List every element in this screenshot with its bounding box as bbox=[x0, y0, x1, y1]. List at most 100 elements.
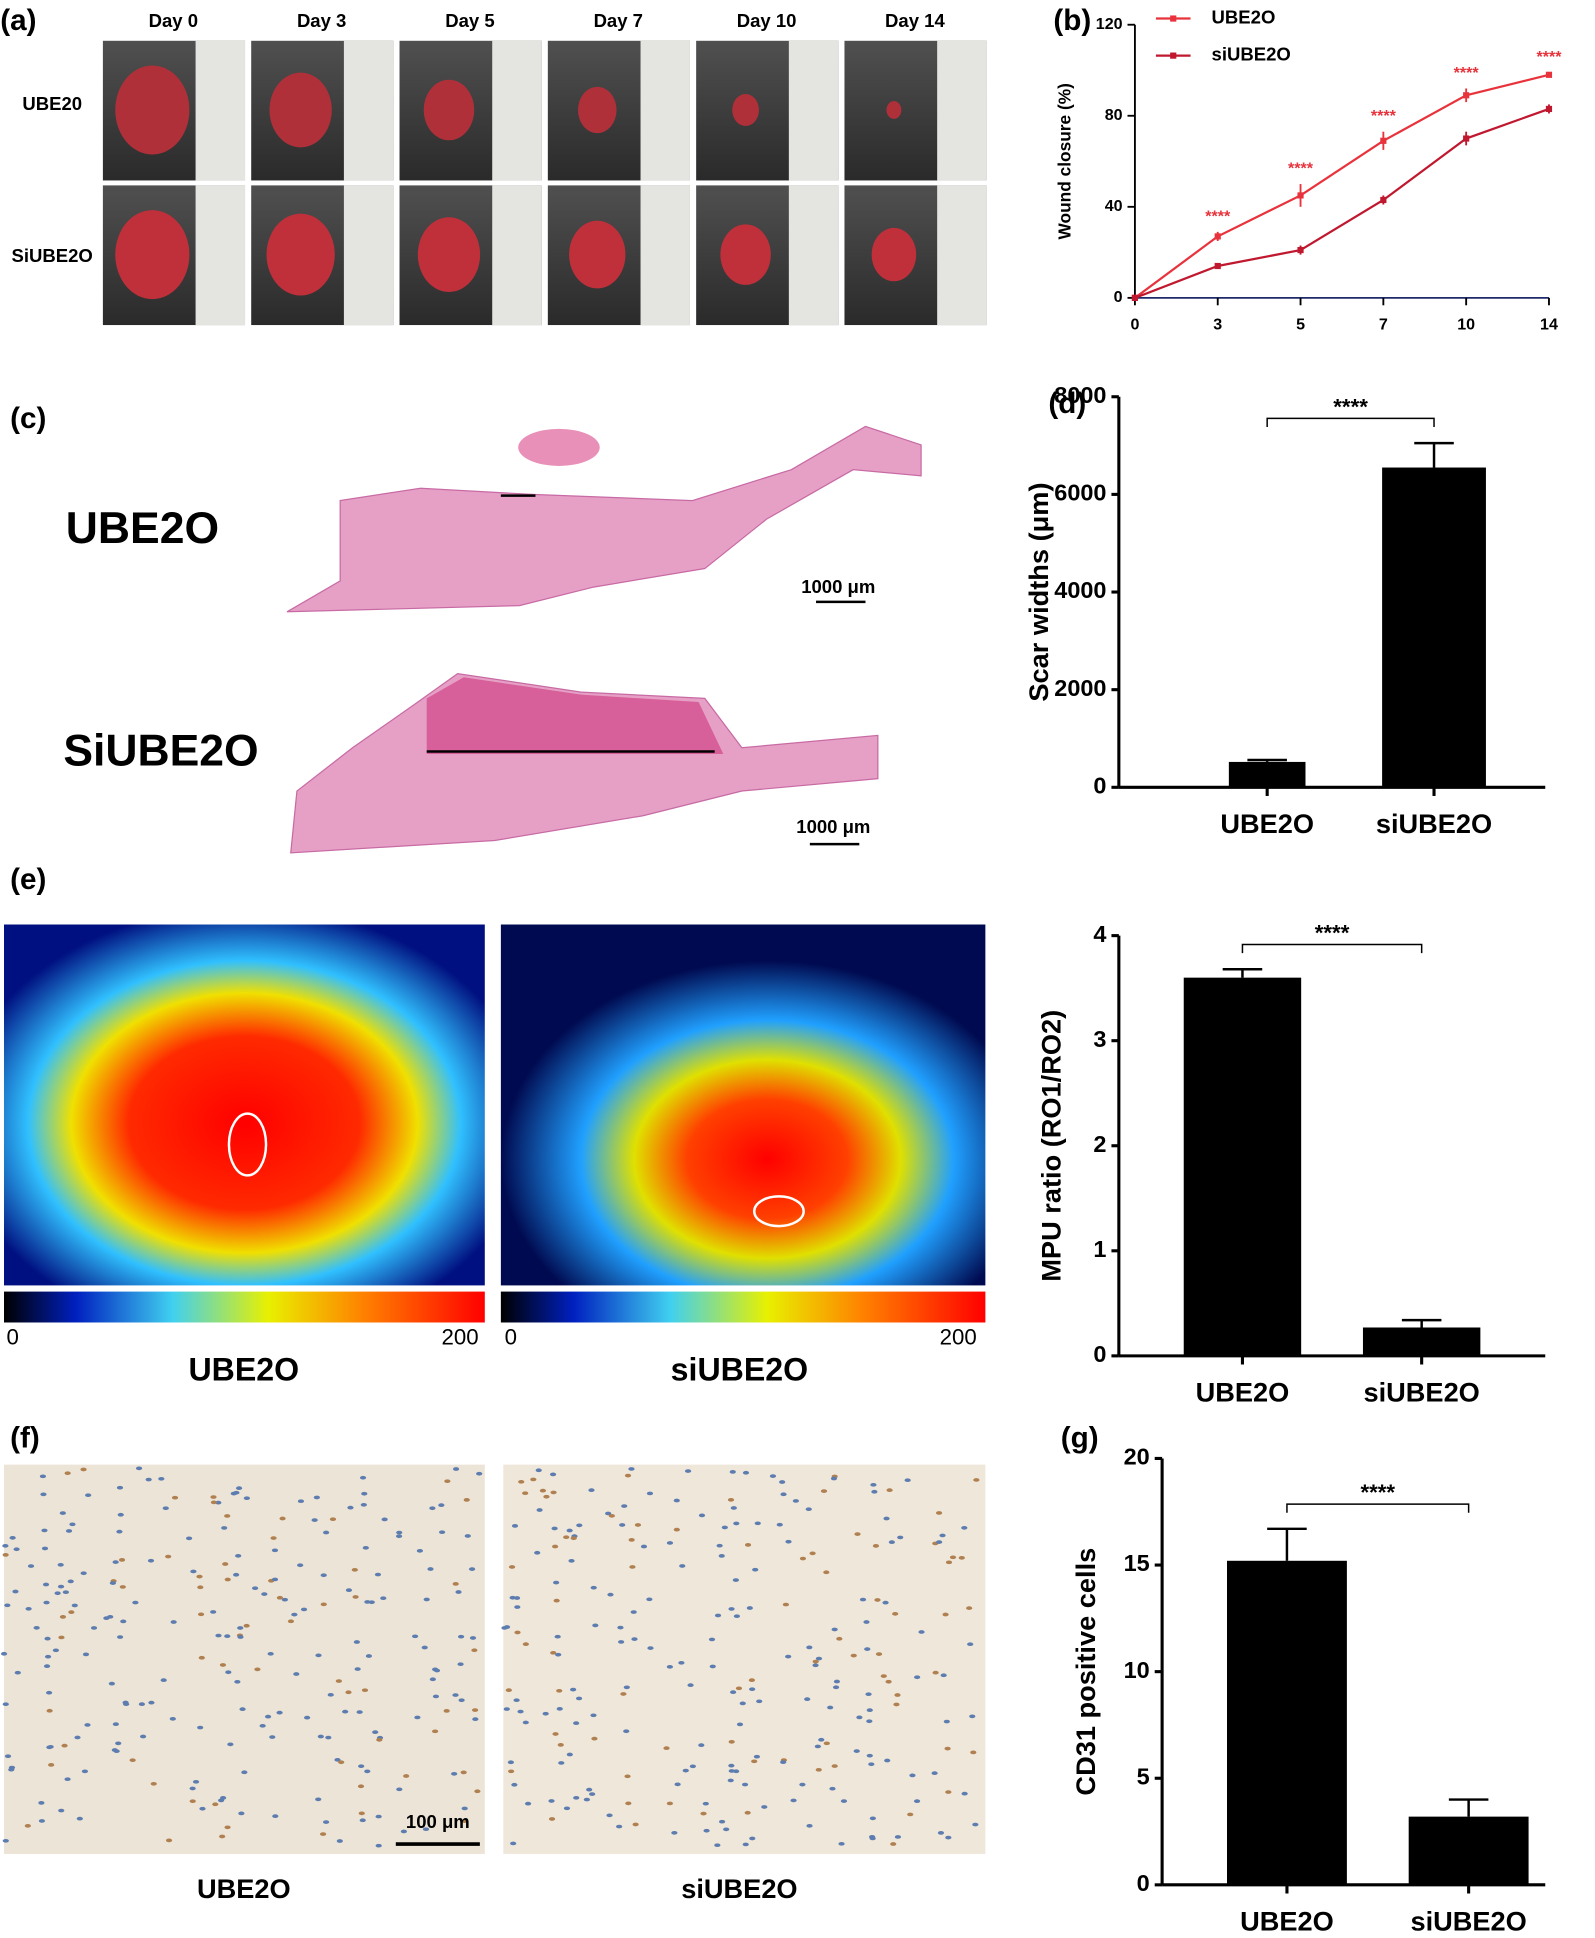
nucleus bbox=[566, 1752, 573, 1757]
nucleus bbox=[854, 1532, 861, 1536]
nucleus bbox=[827, 1705, 834, 1710]
nucleus bbox=[935, 1511, 943, 1515]
nucleus bbox=[199, 1806, 206, 1811]
nucleus bbox=[511, 1782, 518, 1787]
roi bbox=[753, 1195, 805, 1228]
nucleus bbox=[464, 1534, 471, 1538]
nucleus bbox=[259, 1723, 266, 1728]
nucleus bbox=[586, 1787, 593, 1792]
nucleus bbox=[625, 1801, 632, 1806]
nucleus bbox=[742, 1470, 750, 1475]
significance-label: **** bbox=[1315, 921, 1350, 946]
y-tick-label: 40 bbox=[1105, 197, 1123, 215]
nucleus bbox=[748, 1678, 755, 1683]
nucleus bbox=[429, 1506, 436, 1511]
nucleus bbox=[335, 1679, 342, 1683]
nucleus bbox=[123, 1702, 130, 1707]
nucleus bbox=[455, 1590, 462, 1594]
nucleus bbox=[554, 1634, 561, 1639]
nucleus bbox=[588, 1488, 595, 1493]
nucleus bbox=[756, 1699, 763, 1704]
nucleus bbox=[866, 1719, 873, 1724]
nucleus bbox=[9, 1536, 16, 1540]
nucleus bbox=[129, 1758, 136, 1763]
nucleus bbox=[539, 1488, 547, 1493]
wound bbox=[266, 213, 335, 296]
nucleus bbox=[624, 1473, 632, 1478]
nucleus bbox=[197, 1725, 204, 1730]
nucleus bbox=[58, 1635, 65, 1640]
nucleus bbox=[239, 1707, 246, 1712]
nucleus bbox=[44, 1636, 51, 1641]
nucleus bbox=[148, 1700, 155, 1705]
nucleus bbox=[623, 1729, 630, 1734]
nucleus bbox=[297, 1563, 304, 1568]
nucleus bbox=[364, 1600, 371, 1604]
nucleus bbox=[165, 1838, 173, 1843]
wound bbox=[886, 101, 902, 119]
nucleus bbox=[551, 1526, 558, 1531]
caption: UBE2O bbox=[197, 1873, 291, 1904]
nucleus bbox=[461, 1819, 468, 1824]
nucleus bbox=[548, 1817, 556, 1821]
nucleus bbox=[381, 1517, 388, 1522]
nucleus bbox=[461, 1806, 468, 1811]
nucleus bbox=[621, 1504, 628, 1508]
nucleus bbox=[514, 1630, 521, 1635]
nucleus bbox=[8, 1767, 15, 1772]
nucleus bbox=[220, 1796, 227, 1800]
nucleus bbox=[812, 1659, 819, 1664]
nucleus bbox=[46, 1708, 53, 1713]
nucleus bbox=[943, 1719, 950, 1724]
nucleus bbox=[909, 1773, 916, 1778]
nucleus bbox=[524, 1801, 532, 1806]
ruler bbox=[937, 40, 987, 181]
nucleus bbox=[432, 1694, 440, 1699]
x-tick-label: siUBE2O bbox=[1410, 1905, 1526, 1936]
nucleus bbox=[291, 1612, 298, 1617]
wound bbox=[577, 86, 617, 134]
nucleus bbox=[573, 1795, 580, 1800]
nucleus bbox=[679, 1564, 686, 1568]
nucleus bbox=[414, 1715, 421, 1720]
nucleus bbox=[883, 1516, 890, 1521]
wound bbox=[871, 227, 917, 282]
nucleus bbox=[967, 1642, 974, 1647]
nucleus bbox=[243, 1623, 250, 1628]
nucleus bbox=[753, 1754, 761, 1759]
point bbox=[1463, 135, 1470, 142]
nucleus bbox=[57, 1584, 65, 1589]
nucleus bbox=[729, 1470, 736, 1474]
day-label: Day 10 bbox=[737, 10, 797, 31]
day-label: Day 14 bbox=[885, 10, 945, 31]
nucleus bbox=[421, 1645, 428, 1650]
nucleus bbox=[823, 1570, 830, 1575]
nucleus bbox=[46, 1690, 53, 1695]
nucleus bbox=[945, 1560, 953, 1565]
colorbar bbox=[500, 1291, 986, 1323]
series-line bbox=[1134, 73, 1550, 299]
bar bbox=[1362, 1327, 1481, 1356]
nucleus bbox=[40, 1492, 47, 1497]
nucleus bbox=[590, 1713, 597, 1718]
wound bbox=[732, 93, 759, 127]
nucleus bbox=[727, 1778, 734, 1783]
nucleus bbox=[375, 1843, 382, 1848]
nucleus bbox=[553, 1580, 560, 1585]
colorbar-label: 0 bbox=[505, 1324, 517, 1349]
nucleus bbox=[327, 1692, 334, 1697]
y-tick-label: 0 bbox=[1114, 288, 1123, 306]
nucleus bbox=[893, 1702, 900, 1707]
nucleus bbox=[673, 1527, 680, 1532]
nucleus bbox=[358, 1764, 365, 1769]
nucleus bbox=[892, 1612, 899, 1616]
nucleus bbox=[510, 1841, 517, 1846]
nucleus bbox=[744, 1543, 752, 1547]
nucleus bbox=[342, 1709, 349, 1714]
nucleus bbox=[709, 1664, 716, 1669]
point bbox=[1214, 262, 1221, 270]
nucleus bbox=[522, 1642, 529, 1646]
nucleus bbox=[400, 1829, 407, 1834]
row-label: SiUBE2O bbox=[63, 727, 258, 776]
nucleus bbox=[563, 1535, 570, 1540]
